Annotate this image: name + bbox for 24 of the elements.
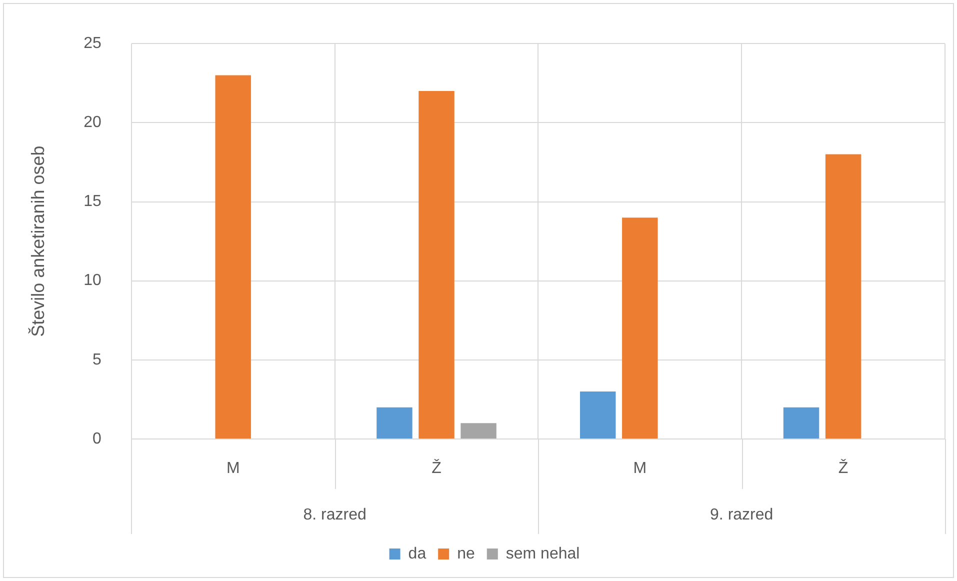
bar: [580, 392, 616, 438]
y-axis-title: Število anketiranih oseb: [28, 146, 48, 337]
y-tick-label: 10: [84, 272, 102, 290]
text: 8. razred: [303, 506, 366, 524]
bar: [376, 407, 412, 438]
y-tick-label: 20: [84, 114, 102, 132]
bar: [418, 91, 454, 438]
x-tick-label: Ž: [838, 459, 848, 478]
text: 9. razred: [710, 506, 774, 524]
x-tick-label: M: [226, 460, 240, 478]
bar: [460, 423, 496, 438]
x-tick-label: M: [633, 460, 647, 478]
y-tick-label: 25: [84, 35, 102, 52]
x-tick-label: Ž: [432, 459, 442, 478]
bar: [215, 75, 251, 438]
bar: [825, 154, 862, 438]
legend-label: ne: [457, 545, 475, 562]
bar: [622, 218, 658, 438]
bar: [783, 407, 820, 438]
y-tick-label: 15: [84, 193, 102, 210]
legend-label: sem nehal: [506, 545, 580, 562]
y-tick-label: 0: [92, 430, 102, 448]
legend-label: da: [408, 545, 426, 562]
y-tick-label: 5: [92, 351, 102, 368]
